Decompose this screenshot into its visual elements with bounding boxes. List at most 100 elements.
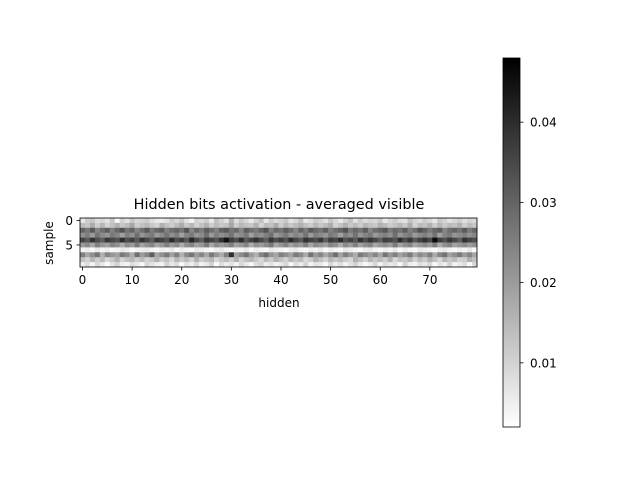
heatmap-cell <box>174 252 180 258</box>
heatmap-cell <box>462 237 468 243</box>
heatmap-cell <box>243 242 250 248</box>
heatmap-cell <box>199 252 205 258</box>
heatmap-cell <box>268 242 274 248</box>
heatmap-cell <box>278 232 284 238</box>
heatmap-cell <box>323 222 329 229</box>
heatmap-cell <box>109 218 116 224</box>
heatmap-cell <box>189 262 195 268</box>
heatmap-cell <box>298 257 304 263</box>
heatmap-cell <box>397 218 403 224</box>
heatmap-cell <box>338 222 344 229</box>
heatmap-cell <box>228 232 235 238</box>
heatmap-cell <box>392 242 398 248</box>
heatmap-cell <box>333 257 339 263</box>
heatmap-cell <box>442 237 448 243</box>
heatmap-cell <box>387 252 393 258</box>
heatmap-cell <box>248 237 254 243</box>
heatmap-cell <box>427 218 433 224</box>
heatmap-cell <box>313 232 319 238</box>
heatmap-cell <box>94 247 101 253</box>
heatmap-cell <box>323 232 329 238</box>
heatmap-cell <box>323 218 329 224</box>
heatmap-cell <box>238 237 245 243</box>
heatmap-cell <box>204 242 210 248</box>
heatmap-cell <box>442 242 448 248</box>
heatmap-cell <box>452 252 458 258</box>
heatmap-cell <box>263 262 269 268</box>
heatmap-cell <box>238 222 245 229</box>
heatmap-cell <box>372 222 379 229</box>
heatmap-cell <box>437 257 443 263</box>
heatmap-cell <box>263 232 269 238</box>
heatmap-cell <box>362 242 369 248</box>
heatmap-cell <box>179 237 185 243</box>
heatmap-cell <box>159 262 165 268</box>
heatmap-cell <box>283 232 289 238</box>
heatmap-cell <box>228 257 235 263</box>
heatmap-cell <box>382 257 388 263</box>
heatmap-cell <box>437 218 443 224</box>
heatmap-cell <box>204 262 210 268</box>
heatmap-cell <box>179 242 185 248</box>
heatmap-cell <box>184 242 190 248</box>
heatmap-cell <box>109 247 116 253</box>
heatmap-cell <box>422 262 428 268</box>
heatmap-cell <box>114 227 121 233</box>
heatmap-cell <box>338 252 344 258</box>
heatmap-cell <box>99 218 106 224</box>
heatmap-cell <box>84 262 91 268</box>
heatmap-cell <box>238 227 245 233</box>
heatmap-cell <box>199 242 205 248</box>
heatmap-cell <box>174 242 180 248</box>
heatmap-cell <box>417 232 423 238</box>
heatmap-cell <box>377 237 384 243</box>
heatmap-cell <box>263 218 269 224</box>
heatmap-cell <box>199 257 205 263</box>
heatmap-cell <box>447 262 453 268</box>
heatmap-cell <box>273 232 279 238</box>
heatmap-cell <box>432 218 438 224</box>
heatmap-cell <box>283 247 289 253</box>
heatmap-cell <box>377 222 384 229</box>
heatmap-cell <box>318 257 324 263</box>
heatmap-cell <box>104 262 111 268</box>
heatmap-cell <box>352 247 359 253</box>
heatmap-cell <box>124 237 130 243</box>
heatmap-cell <box>184 247 190 253</box>
heatmap-cell <box>169 262 175 268</box>
heatmap-cell <box>258 252 264 258</box>
heatmap-cell <box>179 222 185 229</box>
heatmap-cell <box>352 242 359 248</box>
heatmap-cell <box>377 232 384 238</box>
heatmap-cell <box>328 242 334 248</box>
heatmap-cell <box>243 237 250 243</box>
heatmap-cell <box>129 227 135 233</box>
heatmap-cell <box>104 252 111 258</box>
heatmap-cell <box>417 227 423 233</box>
heatmap-cell <box>159 227 165 233</box>
heatmap-cell <box>194 232 200 238</box>
heatmap-cell <box>447 252 453 258</box>
heatmap-cell <box>268 227 274 233</box>
heatmap-cell <box>273 252 279 258</box>
heatmap-cell <box>154 262 160 268</box>
heatmap-cell <box>243 252 250 258</box>
heatmap-cell <box>372 242 379 248</box>
heatmap-cell <box>343 247 349 253</box>
heatmap-cell <box>333 227 339 233</box>
heatmap-cell <box>248 242 254 248</box>
heatmap-cell <box>308 222 314 229</box>
heatmap-cell <box>407 237 413 243</box>
heatmap-cell <box>104 242 111 248</box>
heatmap-cell <box>407 247 413 253</box>
heatmap-cell <box>452 242 458 248</box>
heatmap-cell <box>293 252 299 258</box>
heatmap-cell <box>114 262 121 268</box>
heatmap-cell <box>417 262 423 268</box>
heatmap-cell <box>223 237 230 243</box>
heatmap-cell <box>209 242 215 248</box>
heatmap-cell <box>204 252 210 258</box>
heatmap-cell <box>223 247 230 253</box>
heatmap-cell <box>189 227 195 233</box>
heatmap-cell <box>343 242 349 248</box>
